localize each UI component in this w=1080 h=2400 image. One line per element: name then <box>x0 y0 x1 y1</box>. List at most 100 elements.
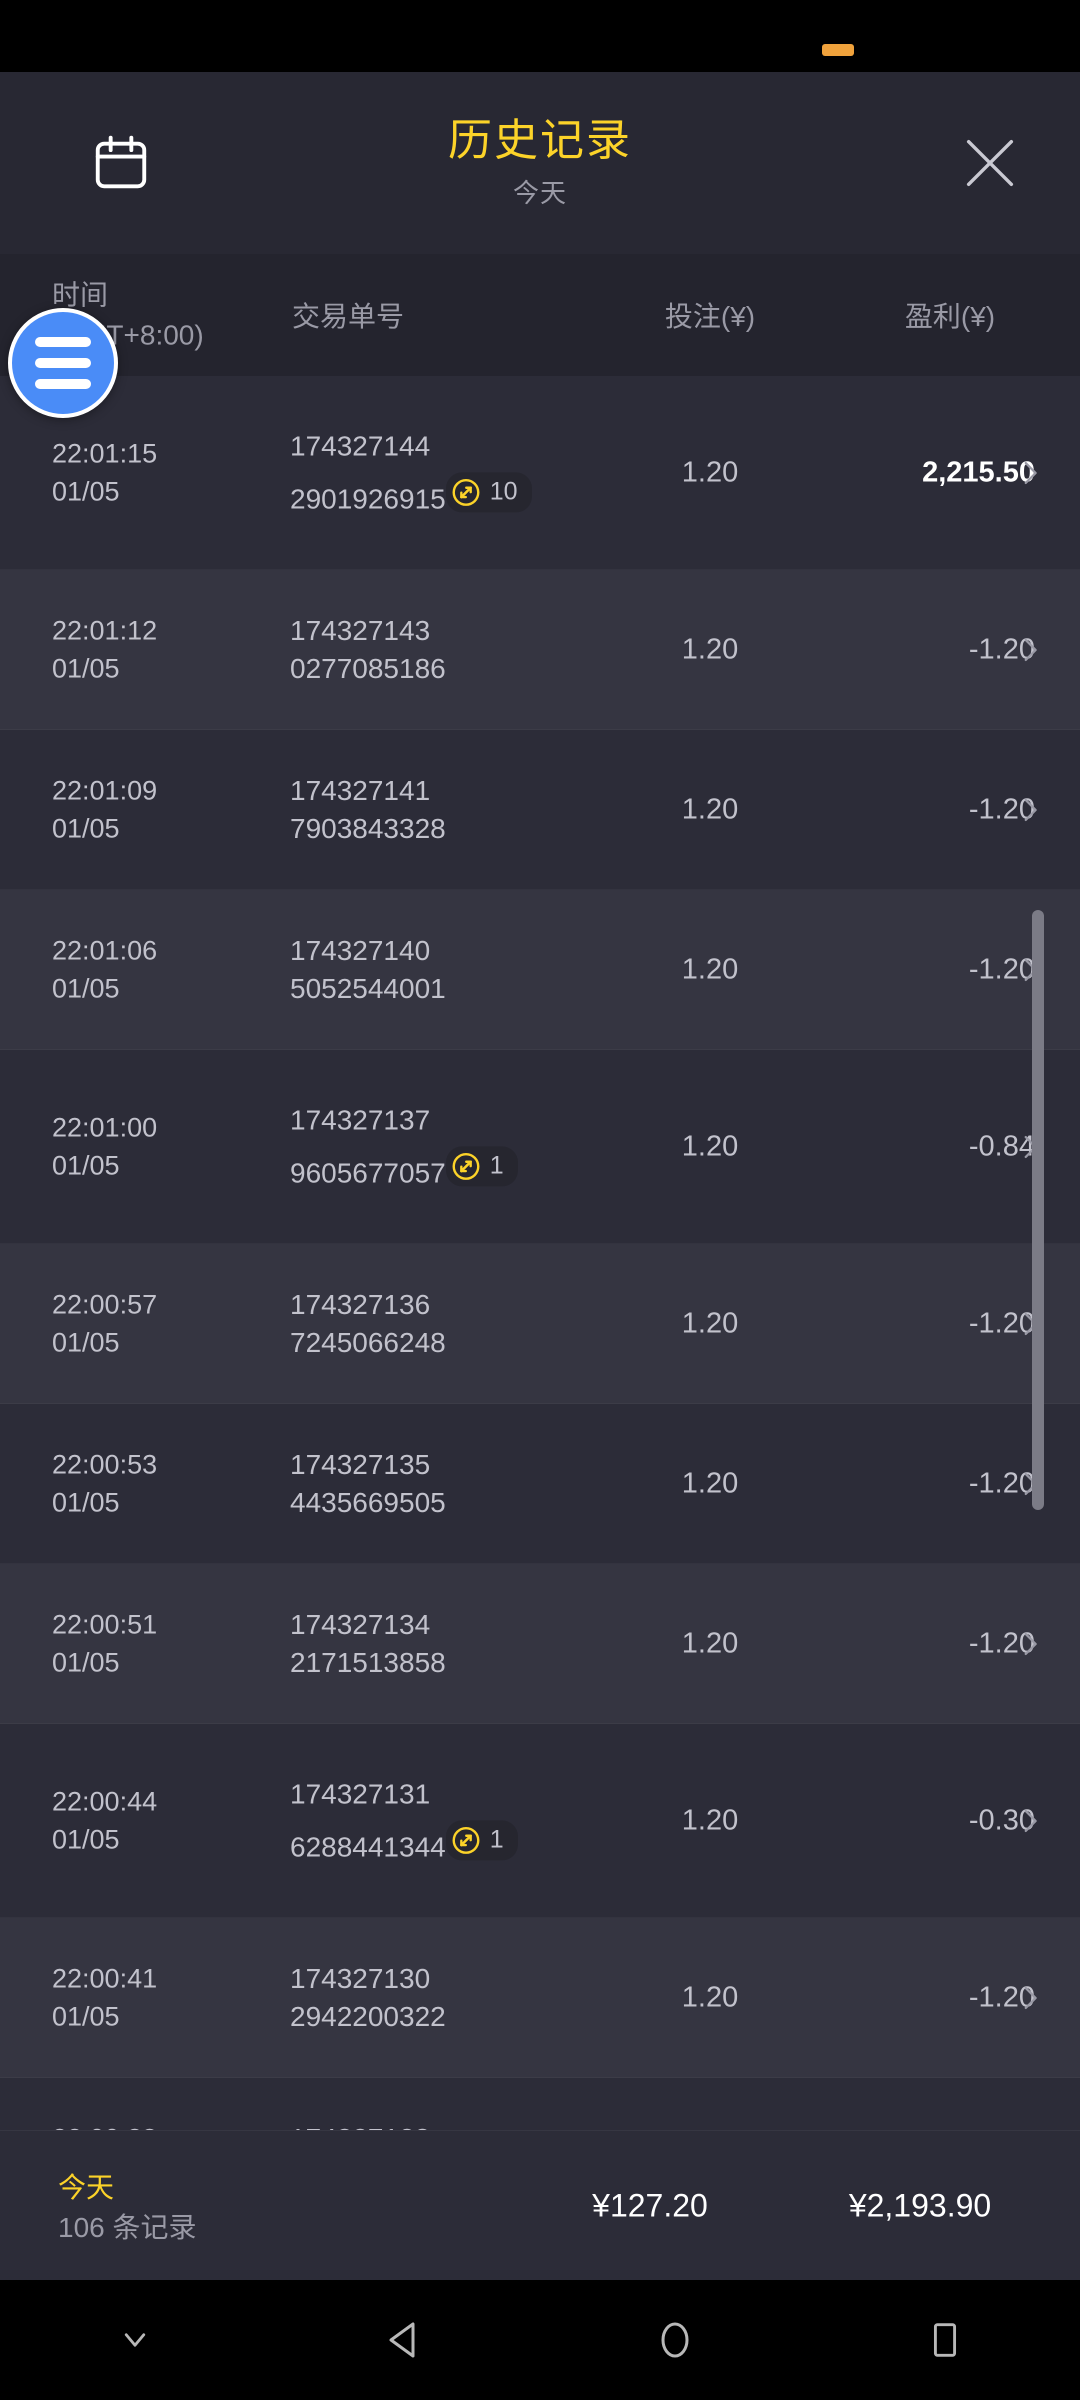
scrollbar-thumb[interactable] <box>1032 910 1044 1510</box>
row-detail-button[interactable] <box>1010 453 1050 493</box>
table-row[interactable]: 22:00:41 01/05 174327130 2942200322 1.20 -1.2… <box>0 1918 1080 2078</box>
summary-footer: 今天 106 条记录 ¥127.20 ¥2,193.90 <box>0 2130 1080 2280</box>
row-order-id-line2: 6288441344 <box>290 1831 446 1862</box>
row-time-value: 22:00:41 <box>52 1963 158 1994</box>
row-time-value: 22:00:38 <box>52 2123 157 2130</box>
page-subtitle: 今天 <box>512 177 567 208</box>
column-header-time-line1: 时间 <box>52 279 109 311</box>
row-bet-amount: 1.20 <box>681 1981 739 2013</box>
free-spin-icon <box>452 478 480 506</box>
nav-recents-button[interactable] <box>810 2280 1080 2400</box>
floating-menu-button[interactable] <box>8 308 118 418</box>
row-order-id: 174327136 7245066248 <box>290 1285 446 1361</box>
free-spin-icon <box>452 1826 480 1854</box>
row-order-id: 174327143 0277085186 <box>290 611 446 687</box>
row-time: 22:01:00 01/05 <box>52 1108 157 1185</box>
close-button[interactable] <box>942 115 1038 211</box>
row-time-value: 22:01:06 <box>52 935 158 966</box>
row-order-id: 174327135 4435669505 <box>290 1445 446 1521</box>
nav-back-button[interactable] <box>270 2280 540 2400</box>
row-order-id-line2: 5052544001 <box>290 972 446 1004</box>
row-detail-button[interactable] <box>1010 1624 1050 1664</box>
row-bet-amount: 1.20 <box>681 633 739 665</box>
nav-hide-keyboard-button[interactable] <box>0 2280 270 2400</box>
row-date-value: 01/05 <box>52 476 120 507</box>
row-detail-button[interactable] <box>1010 790 1050 830</box>
table-row[interactable]: 22:01:09 01/05 174327141 7903843328 1.20 -1.2… <box>0 730 1080 890</box>
table-row[interactable]: 22:00:51 01/05 174327134 2171513858 1.20 -1.2… <box>0 1564 1080 1724</box>
row-order-id: 174327130 2942200322 <box>290 1959 446 2035</box>
row-detail-button[interactable] <box>1010 1978 1050 2018</box>
row-time: 22:00:3801/05 <box>52 2119 157 2130</box>
row-bet-amount: 1.20 <box>681 1130 739 1162</box>
scrollbar-track[interactable] <box>1032 376 1062 2130</box>
row-bet-amount: 1.20 <box>681 1804 739 1836</box>
calendar-button[interactable] <box>78 120 164 206</box>
row-profit-amount: -1.20 <box>968 1307 1035 1339</box>
table-row[interactable]: 22:01:12 01/05 174327143 0277085186 1.20 -1.2… <box>0 570 1080 730</box>
row-detail-button[interactable] <box>1010 1464 1050 1504</box>
table-row[interactable]: 22:00:53 01/05 174327135 4435669505 1.20 -1.2… <box>0 1404 1080 1564</box>
row-profit-amount: -1.20 <box>968 1627 1035 1659</box>
chevron-down-icon <box>124 2333 146 2347</box>
calendar-icon <box>95 135 147 189</box>
chevron-right-icon <box>1024 1986 1037 2009</box>
row-detail-button[interactable] <box>1010 1304 1050 1344</box>
table-row[interactable]: 22:01:06 01/05 174327140 5052544001 1.20 -1.2… <box>0 890 1080 1050</box>
row-order-id-line2: 2171513858 <box>290 1646 446 1678</box>
column-header-bet: 投注(¥) <box>664 301 756 332</box>
summary-total-profit: ¥2,193.90 <box>848 2187 992 2223</box>
row-order-id-line1: 174327141 <box>290 774 431 806</box>
home-circle-icon <box>661 2322 689 2358</box>
row-order-id-line1: 174327144 <box>290 429 431 461</box>
row-profit-amount: -0.84 <box>968 1130 1035 1162</box>
row-detail-button[interactable] <box>1010 950 1050 990</box>
transaction-list[interactable]: 22:01:15 01/05 174327144 2901926915 10 1.20 2,… <box>0 376 1080 2130</box>
table-row[interactable]: 22:00:3801/0517432712888577105921.20-1.2… <box>0 2078 1080 2130</box>
row-detail-button[interactable] <box>1010 630 1050 670</box>
row-order-id: 1743271288857710592 <box>290 2119 446 2130</box>
row-order-id-line1: 174327136 <box>290 1288 431 1320</box>
row-date-value: 01/05 <box>52 2001 120 2032</box>
row-order-id-line1: 174327128 <box>290 2122 430 2130</box>
row-order-id-line1: 174327137 <box>290 1103 431 1135</box>
hamburger-line <box>35 379 91 389</box>
row-date-value: 01/05 <box>52 1647 120 1678</box>
chevron-right-icon <box>1024 461 1037 484</box>
table-row[interactable]: 22:00:44 01/05 174327131 6288441344 1 1.20 -0.… <box>0 1724 1080 1918</box>
row-date-value: 01/05 <box>52 1824 120 1855</box>
row-time: 22:01:06 01/05 <box>52 931 157 1008</box>
table-row[interactable]: 22:01:00 01/05 174327137 9605677057 1 1.20 -0.… <box>0 1050 1080 1244</box>
row-profit-amount: -0.30 <box>968 1804 1035 1836</box>
hamburger-line <box>35 358 91 368</box>
row-time-value: 22:01:00 <box>52 1112 158 1143</box>
row-time-value: 22:01:15 <box>52 438 158 469</box>
back-triangle-icon <box>389 2322 415 2358</box>
row-order-id: 174327134 2171513858 <box>290 1605 446 1681</box>
close-icon <box>966 139 1014 187</box>
row-profit-amount: -1.20 <box>968 633 1035 665</box>
row-order-id-line2: 4435669505 <box>290 1486 446 1518</box>
row-bet-amount: 1.20 <box>681 953 739 985</box>
row-order-id: 174327144 2901926915 10 <box>290 427 532 518</box>
row-time-value: 22:00:51 <box>52 1609 158 1640</box>
table-row[interactable]: 22:01:15 01/05 174327144 2901926915 10 1.20 2,… <box>0 376 1080 570</box>
free-spin-icon <box>452 1152 480 1180</box>
row-order-id-line1: 174327134 <box>290 1608 431 1640</box>
summary-total-bet: ¥127.20 <box>592 2187 708 2223</box>
row-profit-amount: -1.20 <box>968 1467 1035 1499</box>
multiplier-badge: 1 <box>445 1820 518 1860</box>
row-time: 22:01:09 01/05 <box>52 771 157 848</box>
nav-home-button[interactable] <box>540 2280 810 2400</box>
table-row[interactable]: 22:00:57 01/05 174327136 7245066248 1.20 -1.2… <box>0 1244 1080 1404</box>
app-header: 历史记录 今天 <box>0 72 1080 254</box>
row-profit-amount: 2,215.50 <box>922 456 1035 488</box>
row-date-value: 01/05 <box>52 973 120 1004</box>
status-bar <box>0 0 1080 72</box>
row-detail-button[interactable] <box>1010 1127 1050 1167</box>
row-detail-button[interactable] <box>1010 1801 1050 1841</box>
row-order-id-line1: 174327143 <box>290 614 431 646</box>
multiplier-badge-count: 1 <box>489 1825 504 1854</box>
row-order-id-line1: 174327131 <box>290 1777 431 1809</box>
row-bet-amount: 1.20 <box>681 793 739 825</box>
